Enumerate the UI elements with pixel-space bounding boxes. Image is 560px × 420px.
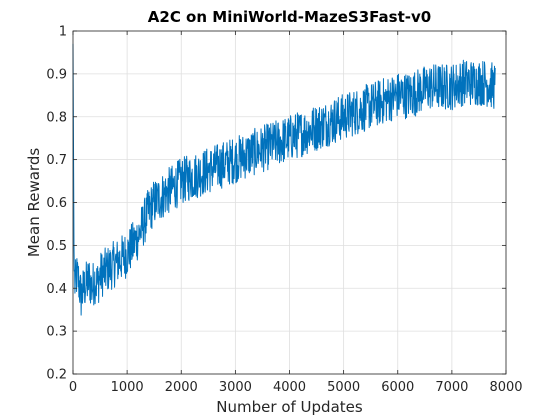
x-tick-label: 7000 [435, 380, 468, 395]
series-line [72, 43, 496, 316]
x-tick-label: 1000 [111, 380, 144, 395]
series-group [72, 43, 496, 316]
x-tick-label: 5000 [327, 380, 360, 395]
y-tick-label: 0.7 [46, 153, 67, 168]
tick-labels: 0 1000 2000 3000 4000 5000 6000 7000 8000 0.2 0.3 0… [46, 25, 522, 396]
y-tick-label: 0.2 [46, 368, 67, 383]
x-tick-label: 3000 [219, 380, 252, 395]
y-tick-label: 0.9 [46, 67, 67, 82]
y-tick-label: 0.5 [46, 239, 67, 254]
x-tick-label: 0 [69, 380, 77, 395]
x-tick-label: 8000 [489, 380, 522, 395]
x-tick-label: 2000 [165, 380, 198, 395]
ticks [72, 30, 507, 375]
chart-title: A2C on MiniWorld-MazeS3Fast-v0 [148, 8, 431, 26]
y-axis-label: Mean Rewards [25, 148, 43, 257]
x-axis-label: Number of Updates [216, 398, 363, 416]
y-tick-label: 0.3 [46, 325, 67, 340]
x-tick-label: 6000 [381, 380, 414, 395]
y-tick-label: 0.4 [46, 282, 67, 297]
y-tick-label: 0.6 [46, 196, 67, 211]
y-tick-label: 1 [59, 25, 67, 40]
y-tick-label: 0.8 [46, 110, 67, 125]
x-tick-label: 4000 [273, 380, 306, 395]
